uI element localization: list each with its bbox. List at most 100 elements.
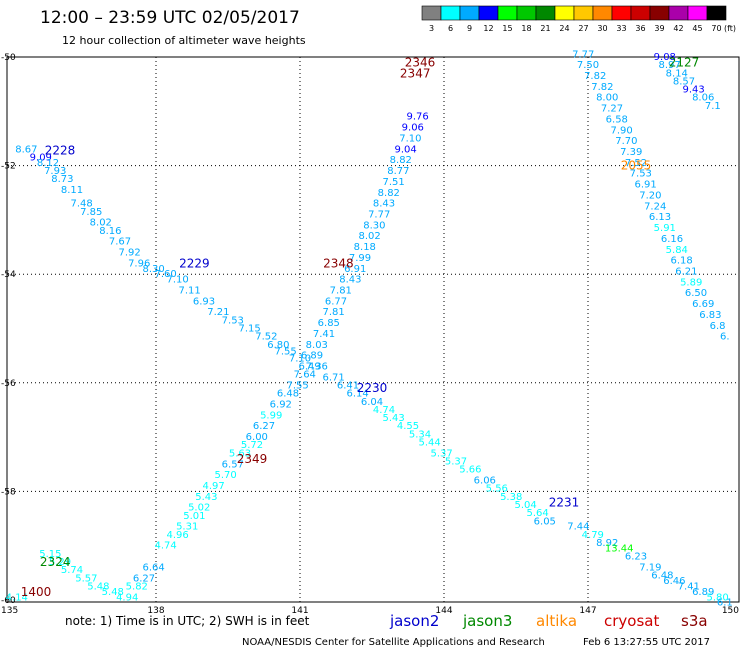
swh-value: 5.43 — [195, 492, 217, 503]
swh-value: 6.93 — [193, 296, 215, 307]
swh-value: 9.06 — [402, 123, 424, 134]
swh-value: 7.77 — [368, 209, 390, 220]
swh-value: 8.73 — [51, 174, 73, 185]
swh-value: 6.46 — [663, 576, 685, 587]
swh-value: 5.82 — [126, 581, 148, 592]
x-tick-label: 138 — [147, 606, 164, 616]
swh-value: 7.21 — [207, 307, 229, 318]
colorbar-label: 39 — [654, 24, 664, 33]
swh-value: 5.57 — [75, 573, 97, 584]
swh-value: 8.82 — [378, 188, 400, 199]
colorbar-label: 36 — [635, 24, 645, 33]
swh-value: 7.41 — [313, 329, 335, 340]
swh-value: 6.80 — [267, 340, 289, 351]
swh-value: 5.29 — [49, 557, 71, 568]
swh-value: 6.16 — [661, 234, 683, 245]
swh-value: 9.43 — [682, 85, 704, 96]
colorbar-label: 42 — [673, 24, 683, 33]
swh-value: 6.48 — [651, 571, 673, 582]
swh-value: 7.53 — [630, 169, 652, 180]
swh-value: 7.90 — [610, 125, 632, 136]
swh-value: 6.1 — [717, 598, 733, 609]
swh-value: 6.27 — [253, 421, 275, 432]
swh-value: 5.43 — [382, 413, 404, 424]
swh-value: 8.57 — [673, 76, 695, 87]
pass-label: 2230 — [357, 381, 388, 395]
pass-label: 2055 — [621, 159, 652, 173]
x-tick-label: 144 — [435, 606, 452, 616]
swh-value: 5.63 — [229, 448, 251, 459]
swh-value: 8.92 — [596, 538, 618, 549]
swh-value: 7.44 — [567, 522, 589, 533]
swh-value: 7.48 — [70, 199, 92, 210]
swh-value: 6.49 — [298, 362, 320, 373]
swh-value: 7.55 — [286, 381, 308, 392]
swh-value: 6.21 — [675, 266, 697, 277]
pass-label: 2229 — [179, 256, 210, 270]
swh-value: 5.01 — [183, 511, 205, 522]
colorbar-swatch — [630, 5, 651, 21]
swh-value: 4.97 — [202, 481, 224, 492]
swh-value: 5.44 — [418, 438, 440, 449]
pass-label: 2231 — [549, 495, 580, 509]
colorbar-swatch — [440, 5, 461, 21]
colorbar-label: 30 — [597, 24, 607, 33]
swh-value: 8.11 — [61, 185, 83, 196]
colorbar-swatch — [516, 5, 537, 21]
pass-label: 1400 — [21, 585, 52, 599]
swh-value: 7.39 — [620, 147, 642, 158]
swh-value: 5.64 — [526, 508, 548, 519]
swh-value: 5.37 — [445, 457, 467, 468]
legend-jason2: jason2 — [389, 612, 439, 630]
swh-value: 6.57 — [222, 459, 244, 470]
colorbar-label: 21 — [540, 24, 550, 33]
swh-value: 7.10 — [399, 133, 421, 144]
colorbar-label: 15 — [502, 24, 512, 33]
swh-value: 4.94 — [116, 592, 138, 603]
swh-value: 7.70 — [615, 136, 637, 147]
swh-value: 7.67 — [109, 237, 131, 248]
swh-value: 5.89 — [680, 277, 702, 288]
swh-value: 7.93 — [44, 166, 66, 177]
swh-value: 8.77 — [387, 166, 409, 177]
colorbar-swatch — [554, 5, 575, 21]
swh-value: 8.43 — [339, 275, 361, 286]
colorbar-label: 18 — [521, 24, 531, 33]
swh-value: 7.77 — [572, 49, 594, 60]
y-tick-label: -52 — [1, 162, 16, 172]
grid-lines — [7, 57, 739, 602]
swh-value: 9.76 — [406, 112, 428, 123]
colorbar-label: 33 — [616, 24, 626, 33]
colorbar-label: 24 — [559, 24, 569, 33]
swh-value: 5.48 — [87, 581, 109, 592]
legend-altika: altika — [536, 612, 577, 630]
colorbar-label: 45 — [692, 24, 702, 33]
swh-value: 7.96 — [128, 258, 150, 269]
swh-value: 6.83 — [699, 310, 721, 321]
plot-frame — [6, 56, 740, 603]
swh-value: 4.96 — [166, 530, 188, 541]
data-points: 8.679.098.127.938.738.117.487.858.028.16… — [6, 49, 733, 608]
swh-value: 7.85 — [80, 207, 102, 218]
swh-value: 4.55 — [397, 421, 419, 432]
swh-value: 6.06 — [474, 476, 496, 487]
colorbar-swatch — [706, 5, 727, 21]
swh-value: 6.48 — [277, 389, 299, 400]
swh-value: 6.89 — [301, 351, 323, 362]
swh-value: 5.80 — [706, 592, 728, 603]
swh-value: 6.91 — [634, 180, 656, 191]
swh-value: 7.1 — [705, 101, 721, 112]
swh-value: 7.10 — [166, 275, 188, 286]
swh-value: 7.81 — [330, 285, 352, 296]
swh-value: 6.41 — [337, 381, 359, 392]
swh-value: 5.38 — [500, 492, 522, 503]
swh-value: 4.74 — [373, 405, 395, 416]
colorbar-label: 3 — [429, 24, 434, 33]
timestamp: Feb 6 13:27:55 UTC 2017 — [583, 637, 710, 648]
pass-label: 2348 — [323, 256, 354, 270]
colorbar-swatch — [535, 5, 556, 21]
swh-value: 5.91 — [654, 223, 676, 234]
swh-value: 8.03 — [306, 340, 328, 351]
swh-value: 6.27 — [133, 573, 155, 584]
